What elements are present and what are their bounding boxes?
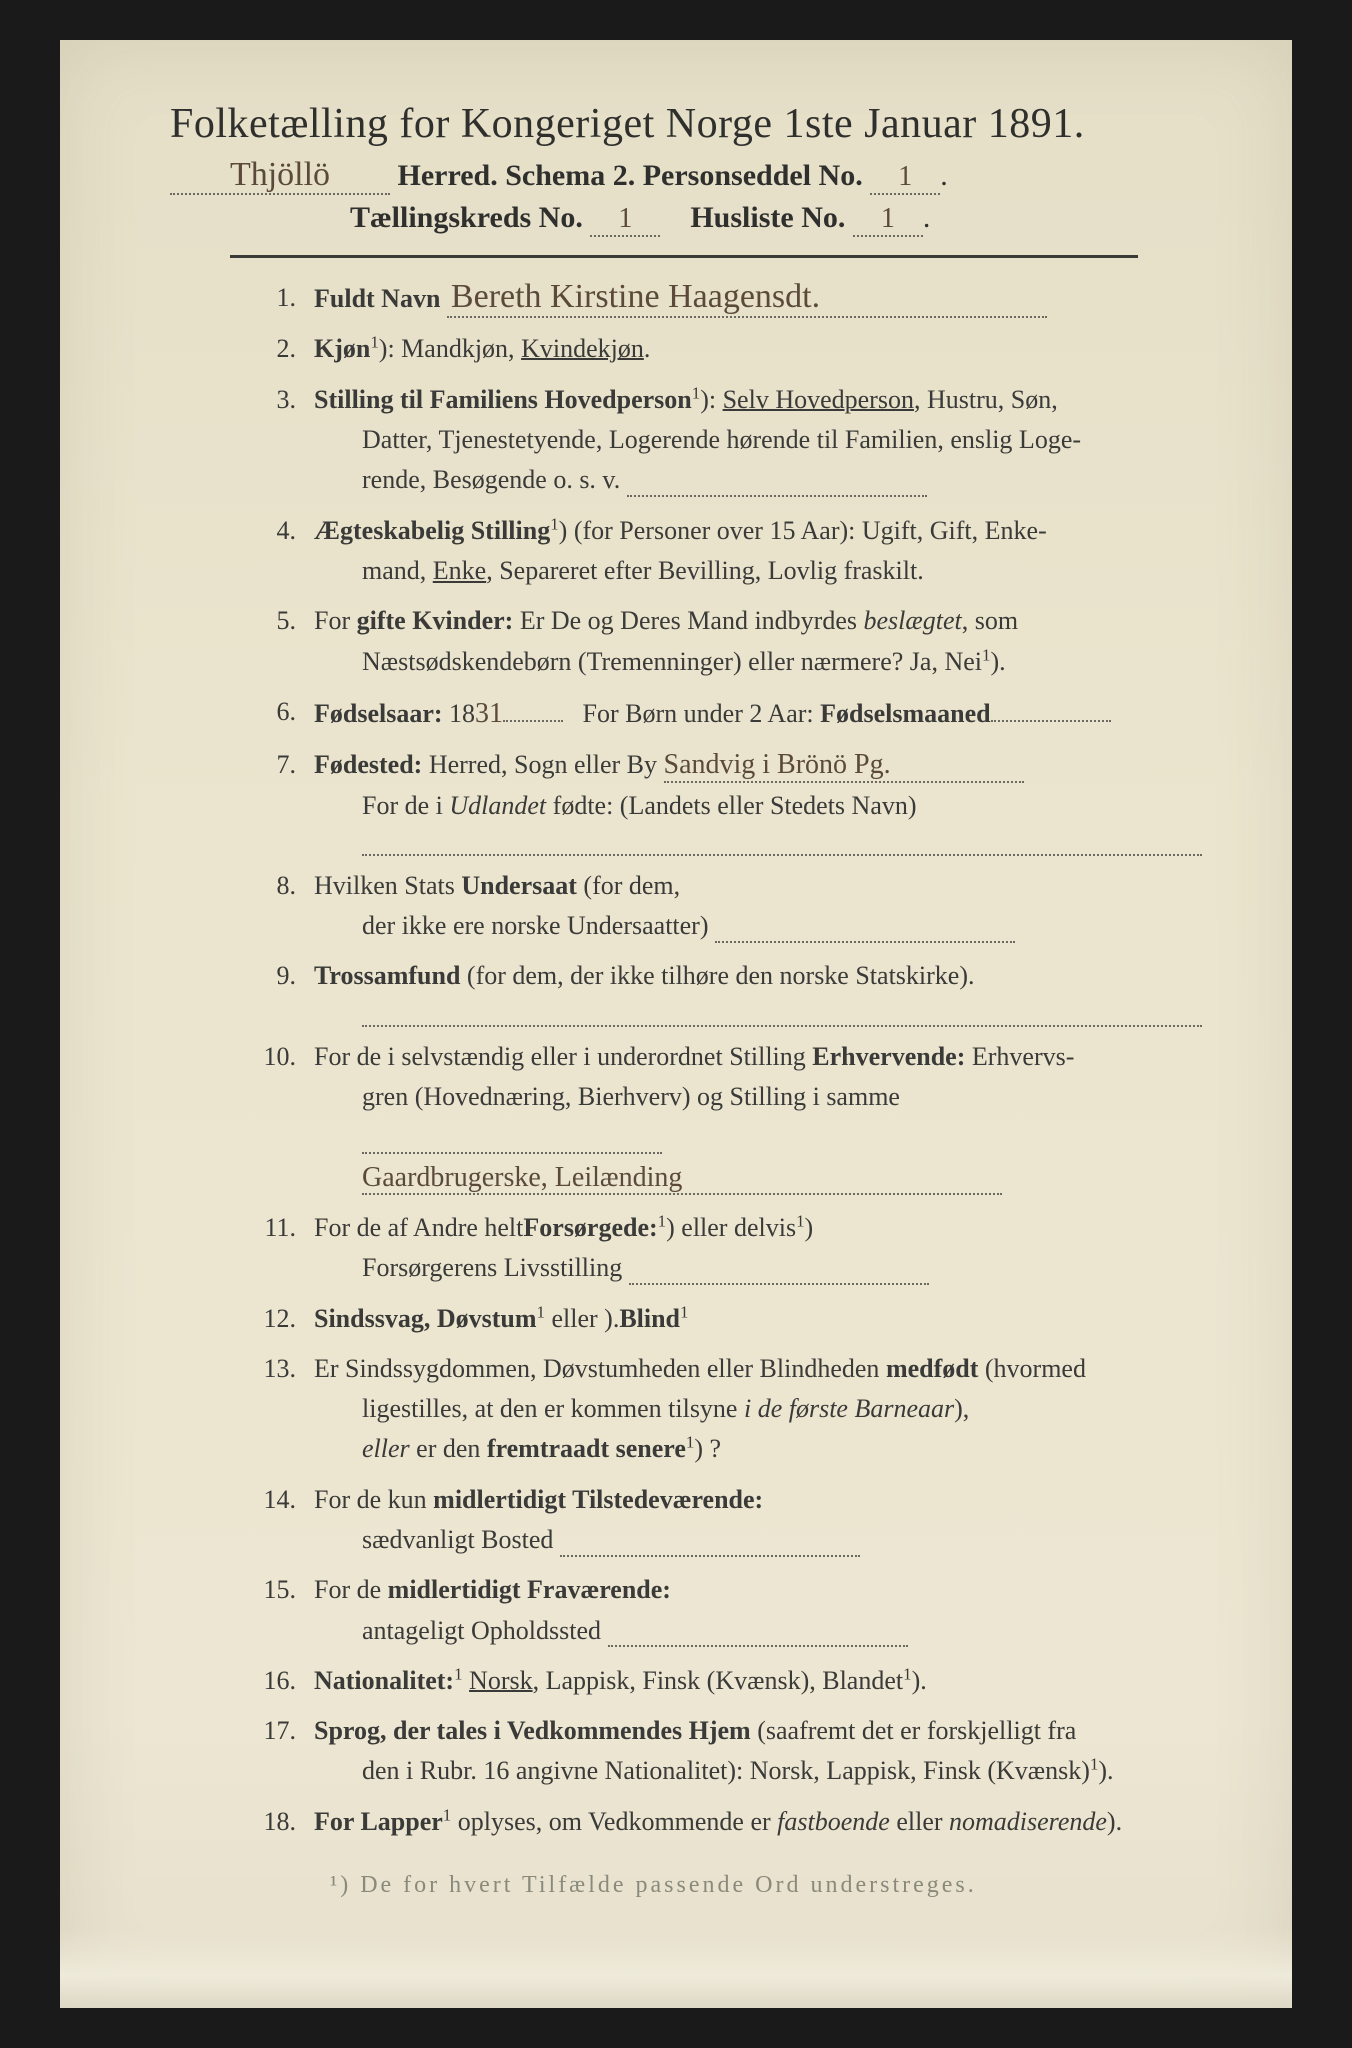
item-body: For de midlertidigt Fraværende:antagelig… bbox=[314, 1570, 1202, 1651]
bottom-edge-shading bbox=[60, 1928, 1292, 2008]
occupation-handwritten-line: Gaardbrugerske, Leilænding bbox=[362, 1158, 1202, 1198]
item-number: 7. bbox=[240, 745, 314, 856]
item-continuation: Datter, Tjenestetyende, Logerende hørend… bbox=[362, 420, 1202, 460]
item-body: Fuldt Navn Bereth Kirstine Haagensdt. bbox=[314, 278, 1202, 319]
form-item: 4.Ægteskabelig Stilling1) (for Personer … bbox=[240, 511, 1202, 592]
form-item: 6.Fødselsaar: 1831 For Børn under 2 Aar:… bbox=[240, 692, 1202, 735]
item-number: 1. bbox=[240, 278, 314, 319]
herred-handwritten: Thjöllö bbox=[226, 156, 334, 193]
item-number: 15. bbox=[240, 1570, 314, 1651]
husliste-no: 1 bbox=[881, 204, 895, 235]
item-number: 17. bbox=[240, 1711, 314, 1792]
form-item: 11.For de af Andre heltForsørgede:1) ell… bbox=[240, 1208, 1202, 1289]
item-number: 5. bbox=[240, 601, 314, 682]
taellingskreds-label: Tællingskreds No. bbox=[350, 201, 583, 234]
item-continuation: Forsørgerens Livsstilling bbox=[362, 1248, 1202, 1288]
item-body: Ægteskabelig Stilling1) (for Personer ov… bbox=[314, 511, 1202, 592]
item-number: 9. bbox=[240, 956, 314, 1026]
item-continuation: For de i Udlandet fødte: (Landets eller … bbox=[362, 786, 1202, 826]
form-item: 2.Kjøn1): Mandkjøn, Kvindekjøn. bbox=[240, 329, 1202, 369]
item-body: Fødselsaar: 1831 For Børn under 2 Aar: F… bbox=[314, 692, 1202, 735]
item-number: 2. bbox=[240, 329, 314, 369]
items-list: 1.Fuldt Navn Bereth Kirstine Haagensdt.2… bbox=[240, 278, 1202, 1842]
husliste-label: Husliste No. bbox=[690, 201, 845, 234]
item-continuation: der ikke ere norske Undersaatter) bbox=[362, 906, 1202, 946]
item-number: 6. bbox=[240, 692, 314, 735]
title-main: Folketælling for Kongeriget Norge 1ste J… bbox=[170, 100, 1202, 148]
item-continuation: den i Rubr. 16 angivne Nationalitet): No… bbox=[362, 1751, 1202, 1791]
form-item: 1.Fuldt Navn Bereth Kirstine Haagensdt. bbox=[240, 278, 1202, 319]
item-number: 11. bbox=[240, 1208, 314, 1289]
form-item: 15.For de midlertidigt Fraværende:antage… bbox=[240, 1570, 1202, 1651]
item-body: Hvilken Stats Undersaat (for dem,der ikk… bbox=[314, 866, 1202, 947]
item-continuation: Næstsødskendebørn (Tremenninger) eller n… bbox=[362, 642, 1202, 682]
item-body: Sprog, der tales i Vedkommendes Hjem (sa… bbox=[314, 1711, 1202, 1792]
item-continuation: mand, Enke, Separeret efter Bevilling, L… bbox=[362, 551, 1202, 591]
item-body: For de kun midlertidigt Tilstedeværende:… bbox=[314, 1480, 1202, 1561]
item-number: 12. bbox=[240, 1299, 314, 1339]
title-line3: Tællingskreds No. 1 Husliste No. 1 . bbox=[350, 201, 1202, 237]
item-body: Sindssvag, Døvstum1 eller ).Blind1 bbox=[314, 1299, 1202, 1339]
item-body: For gifte Kvinder: Er De og Deres Mand i… bbox=[314, 601, 1202, 682]
form-item: 12.Sindssvag, Døvstum1 eller ).Blind1 bbox=[240, 1299, 1202, 1339]
item-body: Nationalitet:1 Norsk, Lappisk, Finsk (Kv… bbox=[314, 1661, 1202, 1701]
item-continuation: ligestilles, at den er kommen tilsyne i … bbox=[362, 1389, 1202, 1429]
item-body: Trossamfund (for dem, der ikke tilhøre d… bbox=[314, 956, 1202, 1026]
item-body: For Lapper1 oplyses, om Vedkommende er f… bbox=[314, 1802, 1202, 1842]
item-number: 8. bbox=[240, 866, 314, 947]
form-item: 3.Stilling til Familiens Hovedperson1): … bbox=[240, 380, 1202, 501]
form-item: 16.Nationalitet:1 Norsk, Lappisk, Finsk … bbox=[240, 1661, 1202, 1701]
line2-print: Herred. Schema 2. Personseddel No. bbox=[398, 159, 863, 192]
document-paper: Folketælling for Kongeriget Norge 1ste J… bbox=[60, 40, 1292, 2008]
form-item: 5.For gifte Kvinder: Er De og Deres Mand… bbox=[240, 601, 1202, 682]
item-number: 10. bbox=[240, 1037, 314, 1198]
item-body: Stilling til Familiens Hovedperson1): Se… bbox=[314, 380, 1202, 501]
form-item: 8.Hvilken Stats Undersaat (for dem,der i… bbox=[240, 866, 1202, 947]
blank-dotted-line bbox=[362, 828, 1202, 856]
item-body: Kjøn1): Mandkjøn, Kvindekjøn. bbox=[314, 329, 1202, 369]
personseddel-no: 1 bbox=[898, 162, 912, 193]
form-item: 9.Trossamfund (for dem, der ikke tilhøre… bbox=[240, 956, 1202, 1026]
item-number: 16. bbox=[240, 1661, 314, 1701]
form-item: 13.Er Sindssygdommen, Døvstumheden eller… bbox=[240, 1349, 1202, 1470]
taellingskreds-no: 1 bbox=[618, 204, 632, 235]
item-continuation: sædvanligt Bosted bbox=[362, 1520, 1202, 1560]
fullname-handwritten: Bereth Kirstine Haagensdt. bbox=[447, 278, 824, 315]
item-body: Er Sindssygdommen, Døvstumheden eller Bl… bbox=[314, 1349, 1202, 1470]
item-number: 4. bbox=[240, 511, 314, 592]
footnote: ¹) De for hvert Tilfælde passende Ord un… bbox=[330, 1872, 1202, 1899]
horizontal-rule bbox=[230, 255, 1138, 258]
form-item: 10.For de i selvstændig eller i underord… bbox=[240, 1037, 1202, 1198]
birthplace-handwritten: Sandvig i Brönö Pg. bbox=[664, 750, 891, 781]
form-item: 18.For Lapper1 oplyses, om Vedkommende e… bbox=[240, 1802, 1202, 1842]
birthyear-handwritten: 31 bbox=[475, 692, 503, 735]
title-line2: Thjöllö Herred. Schema 2. Personseddel N… bbox=[170, 156, 1202, 195]
form-item: 7.Fødested: Herred, Sogn eller By Sandvi… bbox=[240, 745, 1202, 856]
form-item: 17.Sprog, der tales i Vedkommendes Hjem … bbox=[240, 1711, 1202, 1792]
form-item: 14.For de kun midlertidigt Tilstedeværen… bbox=[240, 1480, 1202, 1561]
item-continuation: rende, Besøgende o. s. v. bbox=[362, 460, 1202, 500]
item-number: 18. bbox=[240, 1802, 314, 1842]
page-background: Folketælling for Kongeriget Norge 1ste J… bbox=[0, 0, 1352, 2048]
blank-dotted-line bbox=[362, 999, 1202, 1027]
item-body: Fødested: Herred, Sogn eller By Sandvig … bbox=[314, 745, 1202, 856]
item-number: 14. bbox=[240, 1480, 314, 1561]
item-body: For de i selvstændig eller i underordnet… bbox=[314, 1037, 1202, 1198]
item-continuation: antageligt Opholdssted bbox=[362, 1611, 1202, 1651]
item-continuation: gren (Hovednæring, Bierhverv) og Stillin… bbox=[362, 1077, 1202, 1158]
item-number: 3. bbox=[240, 380, 314, 501]
item-body: For de af Andre heltForsørgede:1) eller … bbox=[314, 1208, 1202, 1289]
item-number: 13. bbox=[240, 1349, 314, 1470]
item-continuation: eller er den fremtraadt senere1) ? bbox=[362, 1429, 1202, 1469]
